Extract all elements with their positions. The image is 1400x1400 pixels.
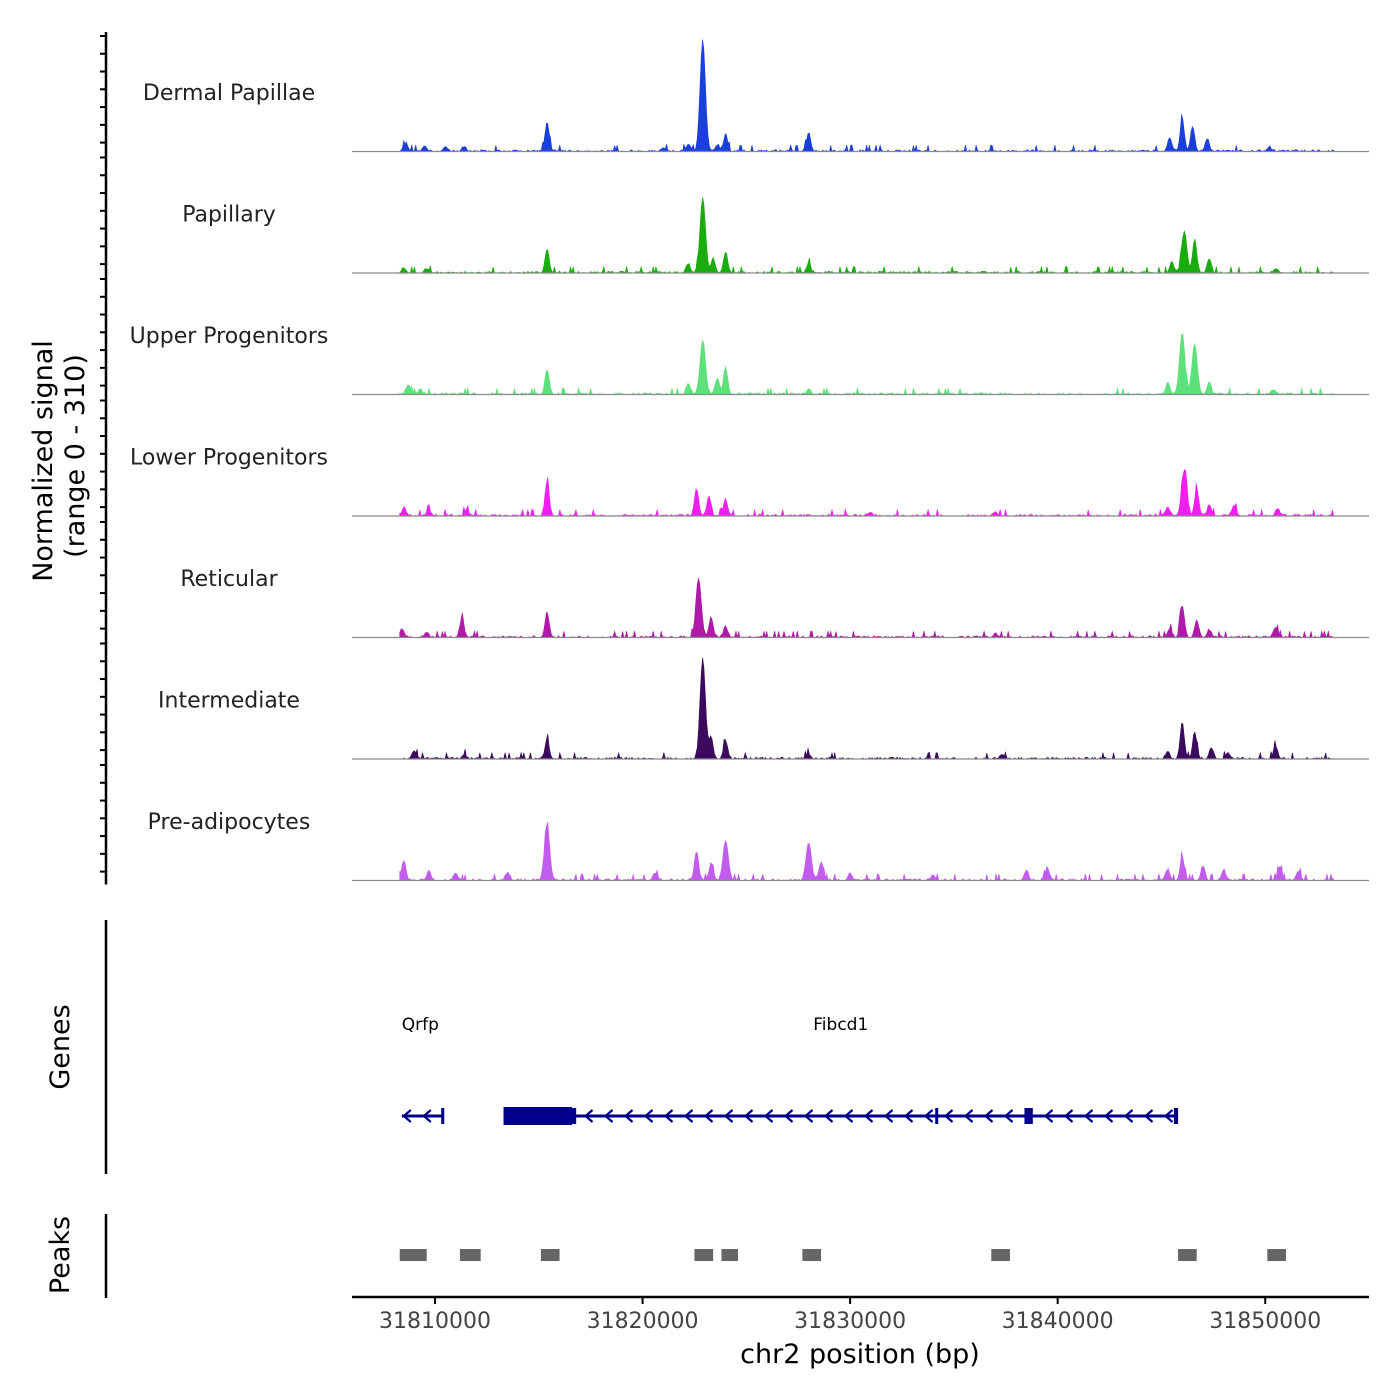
genes-track: Qrfp Fibcd1 [401,1015,1179,1125]
strand-arrow [1003,1109,1014,1123]
gene-label: Qrfp [402,1015,439,1035]
x-tick-label: 31810000 [379,1309,491,1334]
track-label: Lower Progenitors [130,446,328,471]
track-label: Intermediate [158,689,300,714]
track-label: Dermal Papillae [143,81,315,106]
signal-area [399,333,1335,396]
signal-area [399,822,1334,882]
strand-arrow [1043,1109,1054,1123]
strand-arrow [783,1109,794,1123]
strand-arrow [743,1109,754,1123]
peak-region [694,1249,714,1261]
signal-area [399,577,1334,639]
strand-arrow [923,1109,934,1123]
strand-arrow [583,1109,594,1123]
signal-area [399,657,1334,760]
peak-region [721,1249,739,1261]
strand-arrow [1143,1109,1154,1123]
signal-area [399,197,1335,274]
gene-fibcd1: Fibcd1 [503,1015,1179,1125]
strand-arrow [402,1109,412,1123]
strand-arrow [623,1109,634,1123]
x-tick-label: 31820000 [587,1309,699,1334]
peak-region [1267,1249,1286,1261]
peak-region [459,1249,481,1261]
track-upper-progenitors: Upper Progenitors [130,324,1369,396]
signal-area [399,469,1334,517]
strand-arrow [963,1109,974,1123]
coverage-tracks: Dermal Papillae Papillary Upper Progenitor… [130,39,1369,882]
track-reticular: Reticular [180,567,1369,639]
genes-title: Genes [45,1004,76,1089]
x-axis-title: chr2 position (bp) [740,1339,980,1370]
track-pre-adipocytes: Pre-adipocytes [148,810,1369,882]
track-label: Upper Progenitors [130,324,329,349]
track-dermal-papillae: Dermal Papillae [143,39,1369,153]
signal-y-axis [100,32,108,885]
x-tick-label: 31850000 [1209,1309,1321,1334]
strand-arrow [1123,1109,1134,1123]
gene-exon [503,1107,573,1125]
track-label: Reticular [180,567,278,592]
strand-arrow [763,1109,774,1123]
x-tick-label: 31840000 [1002,1309,1114,1334]
strand-arrow [983,1109,994,1123]
x-axis-ticks: 31810000 31820000 31830000 31840000 31850000 [379,1297,1321,1334]
track-lower-progenitors: Lower Progenitors [130,446,1369,517]
strand-arrow [863,1109,874,1123]
strand-arrow [823,1109,834,1123]
peak-region [540,1249,560,1261]
strand-arrow [683,1109,694,1123]
peak-region [802,1249,822,1261]
gene-exon [572,1108,577,1124]
strand-arrow [943,1109,954,1123]
strand-arrow [703,1109,714,1123]
signal-axis-title-line2: (range 0 - 310) [60,354,91,558]
peaks-track [399,1249,1286,1261]
gene-qrfp: Qrfp [401,1015,445,1124]
strand-arrow [1103,1109,1114,1123]
track-label: Pre-adipocytes [148,810,311,835]
x-tick-label: 31830000 [794,1309,906,1334]
strand-arrow [843,1109,854,1123]
strand-arrow [903,1109,914,1123]
signal-area [399,39,1334,153]
gene-exon [1173,1108,1179,1124]
gene-exon [1024,1108,1033,1124]
track-intermediate: Intermediate [158,657,1369,760]
strand-arrow [1083,1109,1094,1123]
strand-arrow [883,1109,894,1123]
peak-region [991,1249,1010,1261]
gene-exon [441,1108,445,1124]
strand-arrow [723,1109,734,1123]
track-papillary: Papillary [182,197,1369,274]
strand-arrow [1063,1109,1074,1123]
strand-arrow [422,1109,432,1123]
strand-arrow [803,1109,814,1123]
signal-axis-title-line1: Normalized signal [28,340,59,582]
gene-label: Fibcd1 [813,1015,868,1035]
strand-arrow [1163,1109,1174,1123]
peaks-title: Peaks [45,1216,76,1294]
strand-arrow [643,1109,654,1123]
strand-arrow [663,1109,674,1123]
strand-arrow [603,1109,614,1123]
peak-region [1178,1249,1197,1261]
peak-region [399,1249,427,1261]
gene-exon [935,1108,939,1124]
track-label: Papillary [182,203,276,228]
